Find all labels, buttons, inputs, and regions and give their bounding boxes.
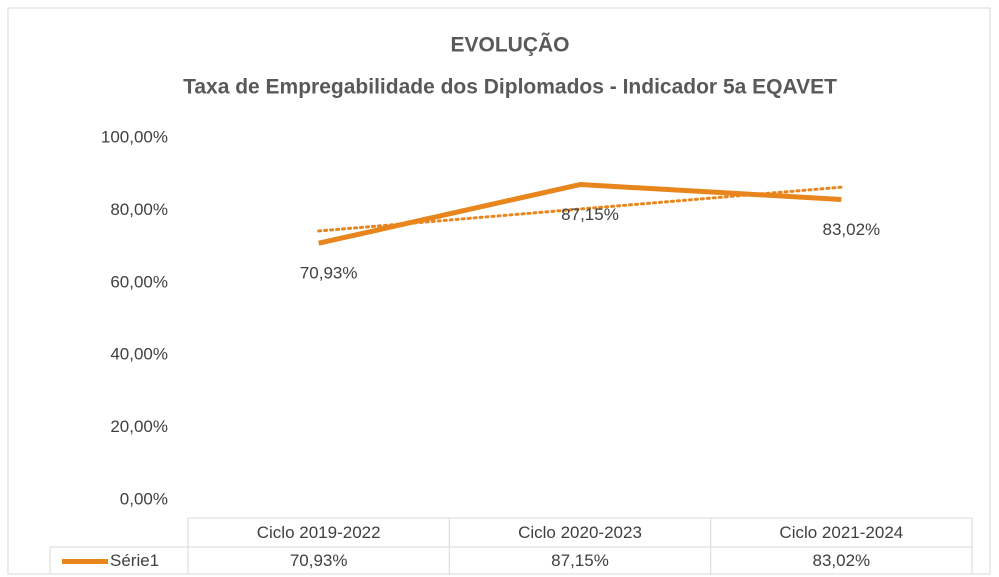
y-tick-label: 40,00% — [110, 345, 168, 364]
chart-border — [7, 7, 991, 575]
y-tick-label: 100,00% — [101, 127, 168, 146]
y-tick-label: 20,00% — [110, 417, 168, 436]
legend-label: Série1 — [110, 551, 159, 570]
x-tick-label: Ciclo 2020-2023 — [518, 523, 642, 542]
data-table-grid — [49, 517, 973, 575]
chart-subtitle: Taxa de Empregabilidade dos Diplomados -… — [183, 76, 837, 99]
data-label: 87,15% — [561, 205, 619, 224]
data-table-cell: 87,15% — [551, 551, 609, 570]
y-tick-label: 80,00% — [110, 200, 168, 219]
trendline — [317, 185, 843, 233]
x-tick-label: Ciclo 2019-2022 — [257, 523, 381, 542]
data-label: 70,93% — [300, 264, 358, 283]
data-table-cell: 70,93% — [290, 551, 348, 570]
x-tick-label: Ciclo 2021-2024 — [779, 523, 903, 542]
data-table-cell: 83,02% — [812, 551, 870, 570]
y-tick-label: 0,00% — [120, 489, 168, 508]
chart-title: EVOLUÇÃO — [450, 34, 569, 57]
data-label: 83,02% — [822, 220, 880, 239]
y-tick-label: 60,00% — [110, 272, 168, 291]
